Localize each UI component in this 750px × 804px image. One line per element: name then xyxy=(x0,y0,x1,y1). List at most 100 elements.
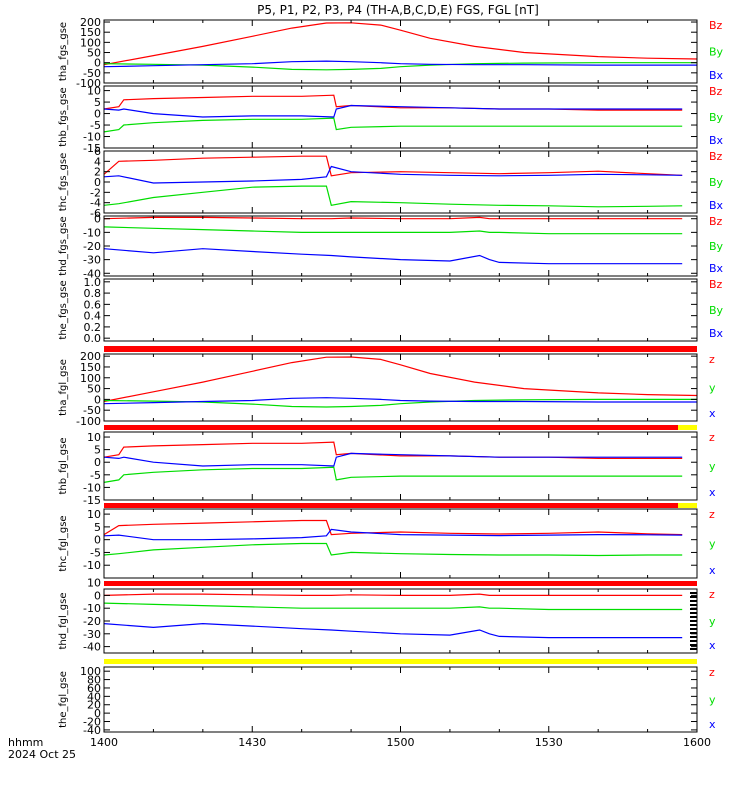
panel-frame xyxy=(103,19,698,84)
y-tick-label: 40 xyxy=(87,690,101,703)
y-tick-label: 0.0 xyxy=(84,332,102,345)
y-axis-label: thc_fgl_gse xyxy=(58,515,69,571)
x-tick-label: 1430 xyxy=(238,736,266,749)
y-tick-label: -10 xyxy=(83,226,101,239)
edge-marker xyxy=(690,592,697,594)
y-tick-label: 50 xyxy=(87,383,101,396)
legend-bx: Bx xyxy=(709,262,724,275)
edge-marker xyxy=(690,632,697,634)
series-line-by-1 xyxy=(103,117,683,133)
edge-marker xyxy=(690,628,697,630)
y-tick-label: 0 xyxy=(94,707,101,720)
edge-marker xyxy=(690,616,697,618)
series-line-bz-3 xyxy=(103,216,683,220)
y-tick-label: 50 xyxy=(87,47,101,60)
legend-y: y xyxy=(709,694,716,707)
legend-by: By xyxy=(709,240,724,253)
y-tick-label: -5 xyxy=(90,546,101,559)
legend-bz: Bz xyxy=(709,150,723,163)
y-tick-label: 0.2 xyxy=(84,321,102,334)
y-tick-label: 5 xyxy=(94,444,101,457)
y-tick-label: 150 xyxy=(80,26,101,39)
date-label: 2024 Oct 25 xyxy=(8,748,76,761)
y-tick-label: 0 xyxy=(94,176,101,189)
y-axis-label: thb_fgs_gse xyxy=(58,87,69,146)
y-tick-label: 100 xyxy=(80,372,101,385)
y-tick-label: 2 xyxy=(94,166,101,179)
legend-by: By xyxy=(709,46,724,59)
y-tick-label: 0 xyxy=(94,393,101,406)
y-tick-label: 80 xyxy=(87,674,101,687)
legend-bx: Bx xyxy=(709,134,724,147)
legend-y: y xyxy=(709,460,716,473)
y-tick-label: -2 xyxy=(90,186,101,199)
series-line-z-6 xyxy=(103,441,683,459)
y-tick-label: -50 xyxy=(83,67,101,80)
series-line-bx-2 xyxy=(103,165,683,184)
status-bar xyxy=(104,581,697,586)
y-tick-label: 1.0 xyxy=(84,276,102,289)
series-line-by-3 xyxy=(103,226,683,235)
legend-z: z xyxy=(709,588,715,601)
y-tick-label: 200 xyxy=(80,350,101,363)
edge-marker xyxy=(690,640,697,642)
legend-bz: Bz xyxy=(709,215,723,228)
legend-x: x xyxy=(709,486,716,499)
y-tick-label: -10 xyxy=(83,602,101,615)
edge-marker xyxy=(690,612,697,614)
y-tick-label: -40 xyxy=(83,641,101,654)
series-line-y-8 xyxy=(103,602,683,611)
series-line-bx-0 xyxy=(103,60,697,68)
status-bar xyxy=(678,425,697,430)
legend-z: z xyxy=(709,666,715,679)
panel-frame xyxy=(103,85,698,149)
y-axis-label: thc_fgs_gse xyxy=(58,153,69,212)
series-line-x-8 xyxy=(103,622,683,639)
series-line-y-6 xyxy=(103,466,683,483)
time-label: hhmm xyxy=(8,736,43,749)
y-tick-label: 10 xyxy=(87,508,101,521)
time-axis: 1400 1430 1500 1530 1600 xyxy=(90,736,711,749)
y-axis-label: thb_fgl_gse xyxy=(58,438,69,495)
series-line-x-5 xyxy=(103,397,697,405)
status-bar xyxy=(104,659,697,664)
y-tick-label: 0.4 xyxy=(84,310,102,323)
legend-x: x xyxy=(709,407,716,420)
y-tick-label: 0 xyxy=(94,108,101,121)
legend-z: z xyxy=(709,431,715,444)
plot-title: P5, P1, P2, P3, P4 (TH-A,B,C,D,E) FGS, F… xyxy=(257,3,539,17)
y-tick-label: 5 xyxy=(94,96,101,109)
y-tick-label: -10 xyxy=(83,481,101,494)
status-bar xyxy=(104,346,697,352)
panel-frame xyxy=(103,508,698,579)
panel-the_fgs_gse: 0.00.20.40.60.81.0 the_fgs_gse Bz By Bx xyxy=(58,276,724,345)
panel-frame xyxy=(103,215,698,277)
series-line-x-6 xyxy=(103,452,683,467)
y-axis-label: tha_fgs_gse xyxy=(58,22,69,81)
edge-marker xyxy=(690,604,697,606)
y-tick-label: -100 xyxy=(76,415,101,428)
status-bars xyxy=(104,346,697,664)
x-tick-label: 1400 xyxy=(90,736,118,749)
y-tick-label: -40 xyxy=(83,724,101,737)
y-tick-label: -10 xyxy=(83,131,101,144)
legend-by: By xyxy=(709,111,724,124)
legend-by: By xyxy=(709,304,724,317)
series-line-bx-3 xyxy=(103,248,683,265)
y-tick-label: -6 xyxy=(90,207,101,220)
y-axis-label: thd_fgs_gse xyxy=(58,216,69,275)
y-tick-label: 10 xyxy=(87,577,101,590)
series-line-bz-1 xyxy=(103,94,683,111)
legend-bz: Bz xyxy=(709,278,723,291)
legend-z: z xyxy=(709,353,715,366)
y-axis-label: the_fgs_gse xyxy=(58,280,69,339)
legend-y: y xyxy=(709,538,716,551)
